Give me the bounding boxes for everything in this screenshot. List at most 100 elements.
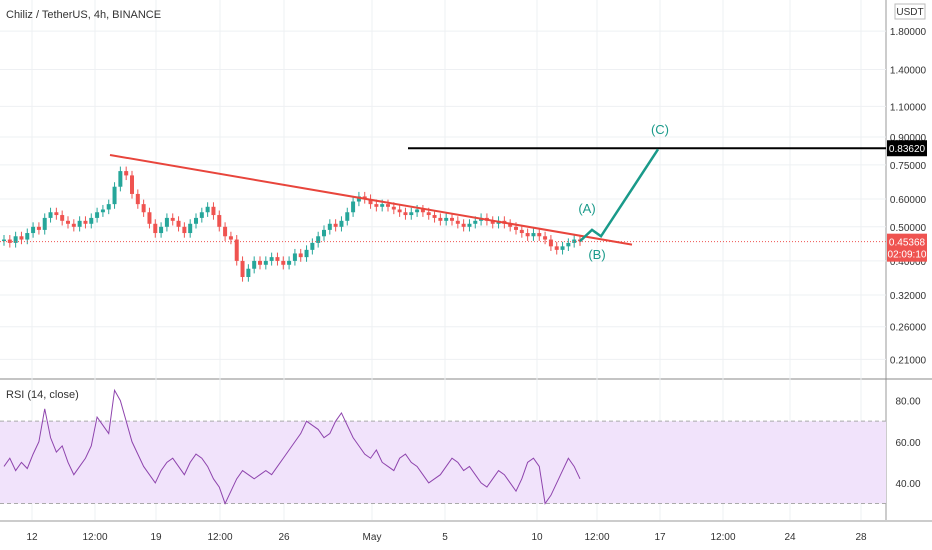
candle-body — [147, 212, 152, 224]
rsi-title: RSI (14, close) — [6, 389, 79, 401]
price-axis[interactable]: 1.80000 1.40000 1.10000 0.90000 0.75000 0.600… — [887, 27, 927, 366]
candle-body — [455, 220, 460, 224]
descending-trendline[interactable] — [109, 154, 633, 246]
candle-body — [275, 257, 280, 261]
candle-body — [531, 233, 536, 237]
candle-body — [281, 260, 286, 265]
candle-body — [118, 171, 123, 187]
price-tick-label: 0.50000 — [890, 223, 927, 234]
candle-body — [240, 260, 245, 278]
candle-body — [106, 204, 111, 210]
target-price-label: 0.83620 — [889, 144, 926, 155]
candle-body — [304, 249, 309, 258]
candle-body — [490, 220, 495, 224]
currency-badge[interactable]: USDT — [896, 7, 923, 18]
time-tick-label: 17 — [654, 532, 666, 543]
candle-body — [473, 220, 478, 224]
candle-body — [432, 215, 437, 218]
candle-body — [182, 226, 187, 234]
rsi-axis[interactable]: 80.00 60.00 40.00 — [895, 397, 920, 490]
price-tick-label: 1.80000 — [890, 27, 927, 38]
candle-body — [316, 236, 321, 243]
candle-body — [508, 223, 513, 227]
candle-body — [386, 204, 390, 207]
candle-body — [199, 212, 204, 218]
candle-body — [48, 212, 53, 218]
candle-body — [339, 220, 344, 227]
wave-projection[interactable] — [579, 148, 660, 243]
candle-body — [66, 220, 70, 224]
candle-body — [380, 204, 385, 207]
wave-label: (B) — [588, 247, 605, 262]
candle-body — [298, 253, 303, 258]
candle-body — [234, 239, 239, 261]
candle-body — [391, 206, 396, 210]
candle-body — [566, 242, 571, 247]
candle-body — [36, 226, 41, 230]
candle-body — [217, 215, 222, 227]
candles — [2, 166, 582, 282]
time-tick-label: 10 — [531, 532, 543, 543]
candle-body — [170, 217, 175, 221]
time-tick-label: 12:00 — [207, 532, 232, 543]
candle-body — [351, 201, 356, 213]
price-tick-label: 0.26000 — [890, 323, 927, 334]
candle-body — [420, 209, 425, 213]
candle-body — [292, 253, 297, 261]
candle-body — [258, 260, 262, 265]
target-price-badge[interactable] — [887, 140, 927, 157]
candle-body — [77, 220, 82, 227]
candle-body — [60, 215, 65, 221]
candle-body — [426, 212, 431, 216]
candle-body — [514, 226, 518, 230]
candle-body — [287, 260, 292, 265]
rsi-band — [0, 420, 886, 505]
candle-body — [415, 209, 420, 213]
candle-body — [25, 233, 30, 240]
candle-body — [89, 217, 94, 224]
candle-body — [519, 229, 524, 234]
candle-body — [409, 212, 414, 216]
candle-body — [19, 236, 24, 240]
candle-body — [188, 223, 193, 234]
candle-body — [2, 239, 6, 242]
price-tick-label: 0.21000 — [890, 355, 927, 366]
time-tick-label: 26 — [278, 532, 290, 543]
candle-body — [467, 223, 472, 227]
rsi-line — [3, 388, 581, 505]
candle-body — [42, 217, 47, 230]
drawings[interactable]: (A) (B) (C) — [0, 122, 886, 262]
candle-body — [444, 217, 449, 221]
candle-body — [362, 196, 367, 199]
candle-body — [176, 220, 181, 227]
time-tick-label: 5 — [442, 532, 448, 543]
countdown-label: 02:09:10 — [888, 250, 927, 261]
candle-body — [71, 223, 76, 227]
time-axis[interactable]: 12 12:00 19 12:00 26 May 5 10 12:00 17 12:00 24 28 — [26, 532, 867, 543]
candle-body — [54, 212, 59, 216]
candle-body — [223, 226, 228, 237]
currency-badge-box[interactable] — [894, 3, 926, 20]
rsi-tick-label: 40.00 — [895, 479, 920, 490]
candle-body — [368, 198, 373, 205]
candle-body — [356, 196, 361, 202]
rsi-tick-label: 60.00 — [895, 438, 920, 449]
candle-body — [31, 226, 36, 234]
candle-body — [100, 209, 105, 213]
rsi-plot — [3, 388, 581, 505]
candle-body — [194, 217, 198, 224]
price-tick-label: 0.75000 — [890, 161, 927, 172]
price-tick-label: 0.60000 — [890, 195, 927, 206]
candle-body — [164, 217, 169, 227]
candle-body — [112, 186, 117, 205]
rsi-band-fill — [0, 421, 886, 504]
candle-body — [327, 223, 332, 230]
price-tick-label: 1.10000 — [890, 102, 927, 113]
current-price-badge[interactable] — [887, 233, 927, 262]
candle-body — [159, 226, 164, 234]
candle-body — [461, 223, 466, 227]
candle-body — [560, 246, 565, 250]
time-tick-label: 24 — [784, 532, 796, 543]
candle-body — [13, 236, 18, 243]
